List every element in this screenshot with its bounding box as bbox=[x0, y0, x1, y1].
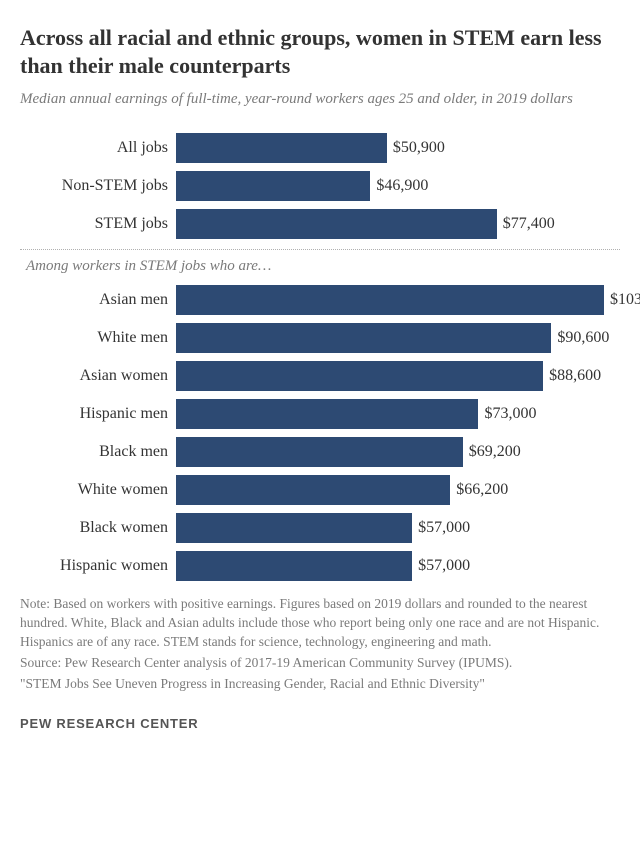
bar-row: Asian men$103,300 bbox=[20, 285, 620, 315]
footer-org: PEW RESEARCH CENTER bbox=[20, 716, 620, 731]
bar bbox=[176, 399, 478, 429]
bar-container: $77,400 bbox=[176, 209, 620, 239]
bar-value: $69,200 bbox=[463, 443, 521, 461]
source-text: Source: Pew Research Center analysis of … bbox=[20, 654, 620, 673]
chart-subtitle: Median annual earnings of full-time, yea… bbox=[20, 89, 620, 109]
bar-label: All jobs bbox=[20, 139, 176, 157]
bar-group-top: All jobs $50,900 Non-STEM jobs $46,900 STEM … bbox=[20, 133, 620, 239]
bar-label: Black women bbox=[20, 519, 176, 537]
bar-value: $50,900 bbox=[387, 139, 445, 157]
bar-container: $46,900 bbox=[176, 171, 620, 201]
bar-row: Asian women $88,600 bbox=[20, 361, 620, 391]
bar bbox=[176, 133, 387, 163]
divider bbox=[20, 249, 620, 250]
bar-container: $66,200 bbox=[176, 475, 620, 505]
report-text: "STEM Jobs See Uneven Progress in Increa… bbox=[20, 675, 620, 694]
bar-value: $66,200 bbox=[450, 481, 508, 499]
bar bbox=[176, 513, 412, 543]
bar-row: STEM jobs $77,400 bbox=[20, 209, 620, 239]
bar-row: Black men $69,200 bbox=[20, 437, 620, 467]
bar bbox=[176, 551, 412, 581]
bar-label: STEM jobs bbox=[20, 215, 176, 233]
bar-value: $90,600 bbox=[551, 329, 609, 347]
bar bbox=[176, 323, 551, 353]
bar-value: $88,600 bbox=[543, 367, 601, 385]
bar bbox=[176, 209, 497, 239]
bar-value: $57,000 bbox=[412, 519, 470, 537]
bar-container: $57,000 bbox=[176, 513, 620, 543]
note-text: Note: Based on workers with positive ear… bbox=[20, 595, 620, 652]
bar-label: Asian men bbox=[20, 291, 176, 309]
bar-group-bottom: Asian men$103,300 White men $90,600 Asian w… bbox=[20, 285, 620, 581]
bar-container: $103,300 bbox=[176, 285, 640, 315]
bar-container: $90,600 bbox=[176, 323, 620, 353]
group-heading: Among workers in STEM jobs who are… bbox=[26, 258, 620, 275]
bar-label: Hispanic women bbox=[20, 557, 176, 575]
bar-value: $57,000 bbox=[412, 557, 470, 575]
bar-label: White men bbox=[20, 329, 176, 347]
bar-label: Hispanic men bbox=[20, 405, 176, 423]
bar-value: $103,300 bbox=[604, 291, 640, 309]
bar-label: Asian women bbox=[20, 367, 176, 385]
bar-row: White women $66,200 bbox=[20, 475, 620, 505]
bar-value: $46,900 bbox=[370, 177, 428, 195]
bar-row: Hispanic men $73,000 bbox=[20, 399, 620, 429]
chart-title: Across all racial and ethnic groups, wom… bbox=[20, 24, 620, 79]
bar-container: $73,000 bbox=[176, 399, 620, 429]
bar bbox=[176, 475, 450, 505]
bar-label: Black men bbox=[20, 443, 176, 461]
bar bbox=[176, 285, 604, 315]
bar-value: $77,400 bbox=[497, 215, 555, 233]
bar-label: White women bbox=[20, 481, 176, 499]
bar-row: All jobs $50,900 bbox=[20, 133, 620, 163]
bar-container: $57,000 bbox=[176, 551, 620, 581]
bar-value: $73,000 bbox=[478, 405, 536, 423]
bar-row: Hispanic women $57,000 bbox=[20, 551, 620, 581]
bar-container: $50,900 bbox=[176, 133, 620, 163]
bar bbox=[176, 361, 543, 391]
bar bbox=[176, 171, 370, 201]
bar-row: Black women $57,000 bbox=[20, 513, 620, 543]
bar-row: Non-STEM jobs $46,900 bbox=[20, 171, 620, 201]
bar-container: $69,200 bbox=[176, 437, 620, 467]
bar-container: $88,600 bbox=[176, 361, 620, 391]
bar bbox=[176, 437, 463, 467]
bar-label: Non-STEM jobs bbox=[20, 177, 176, 195]
bar-row: White men $90,600 bbox=[20, 323, 620, 353]
